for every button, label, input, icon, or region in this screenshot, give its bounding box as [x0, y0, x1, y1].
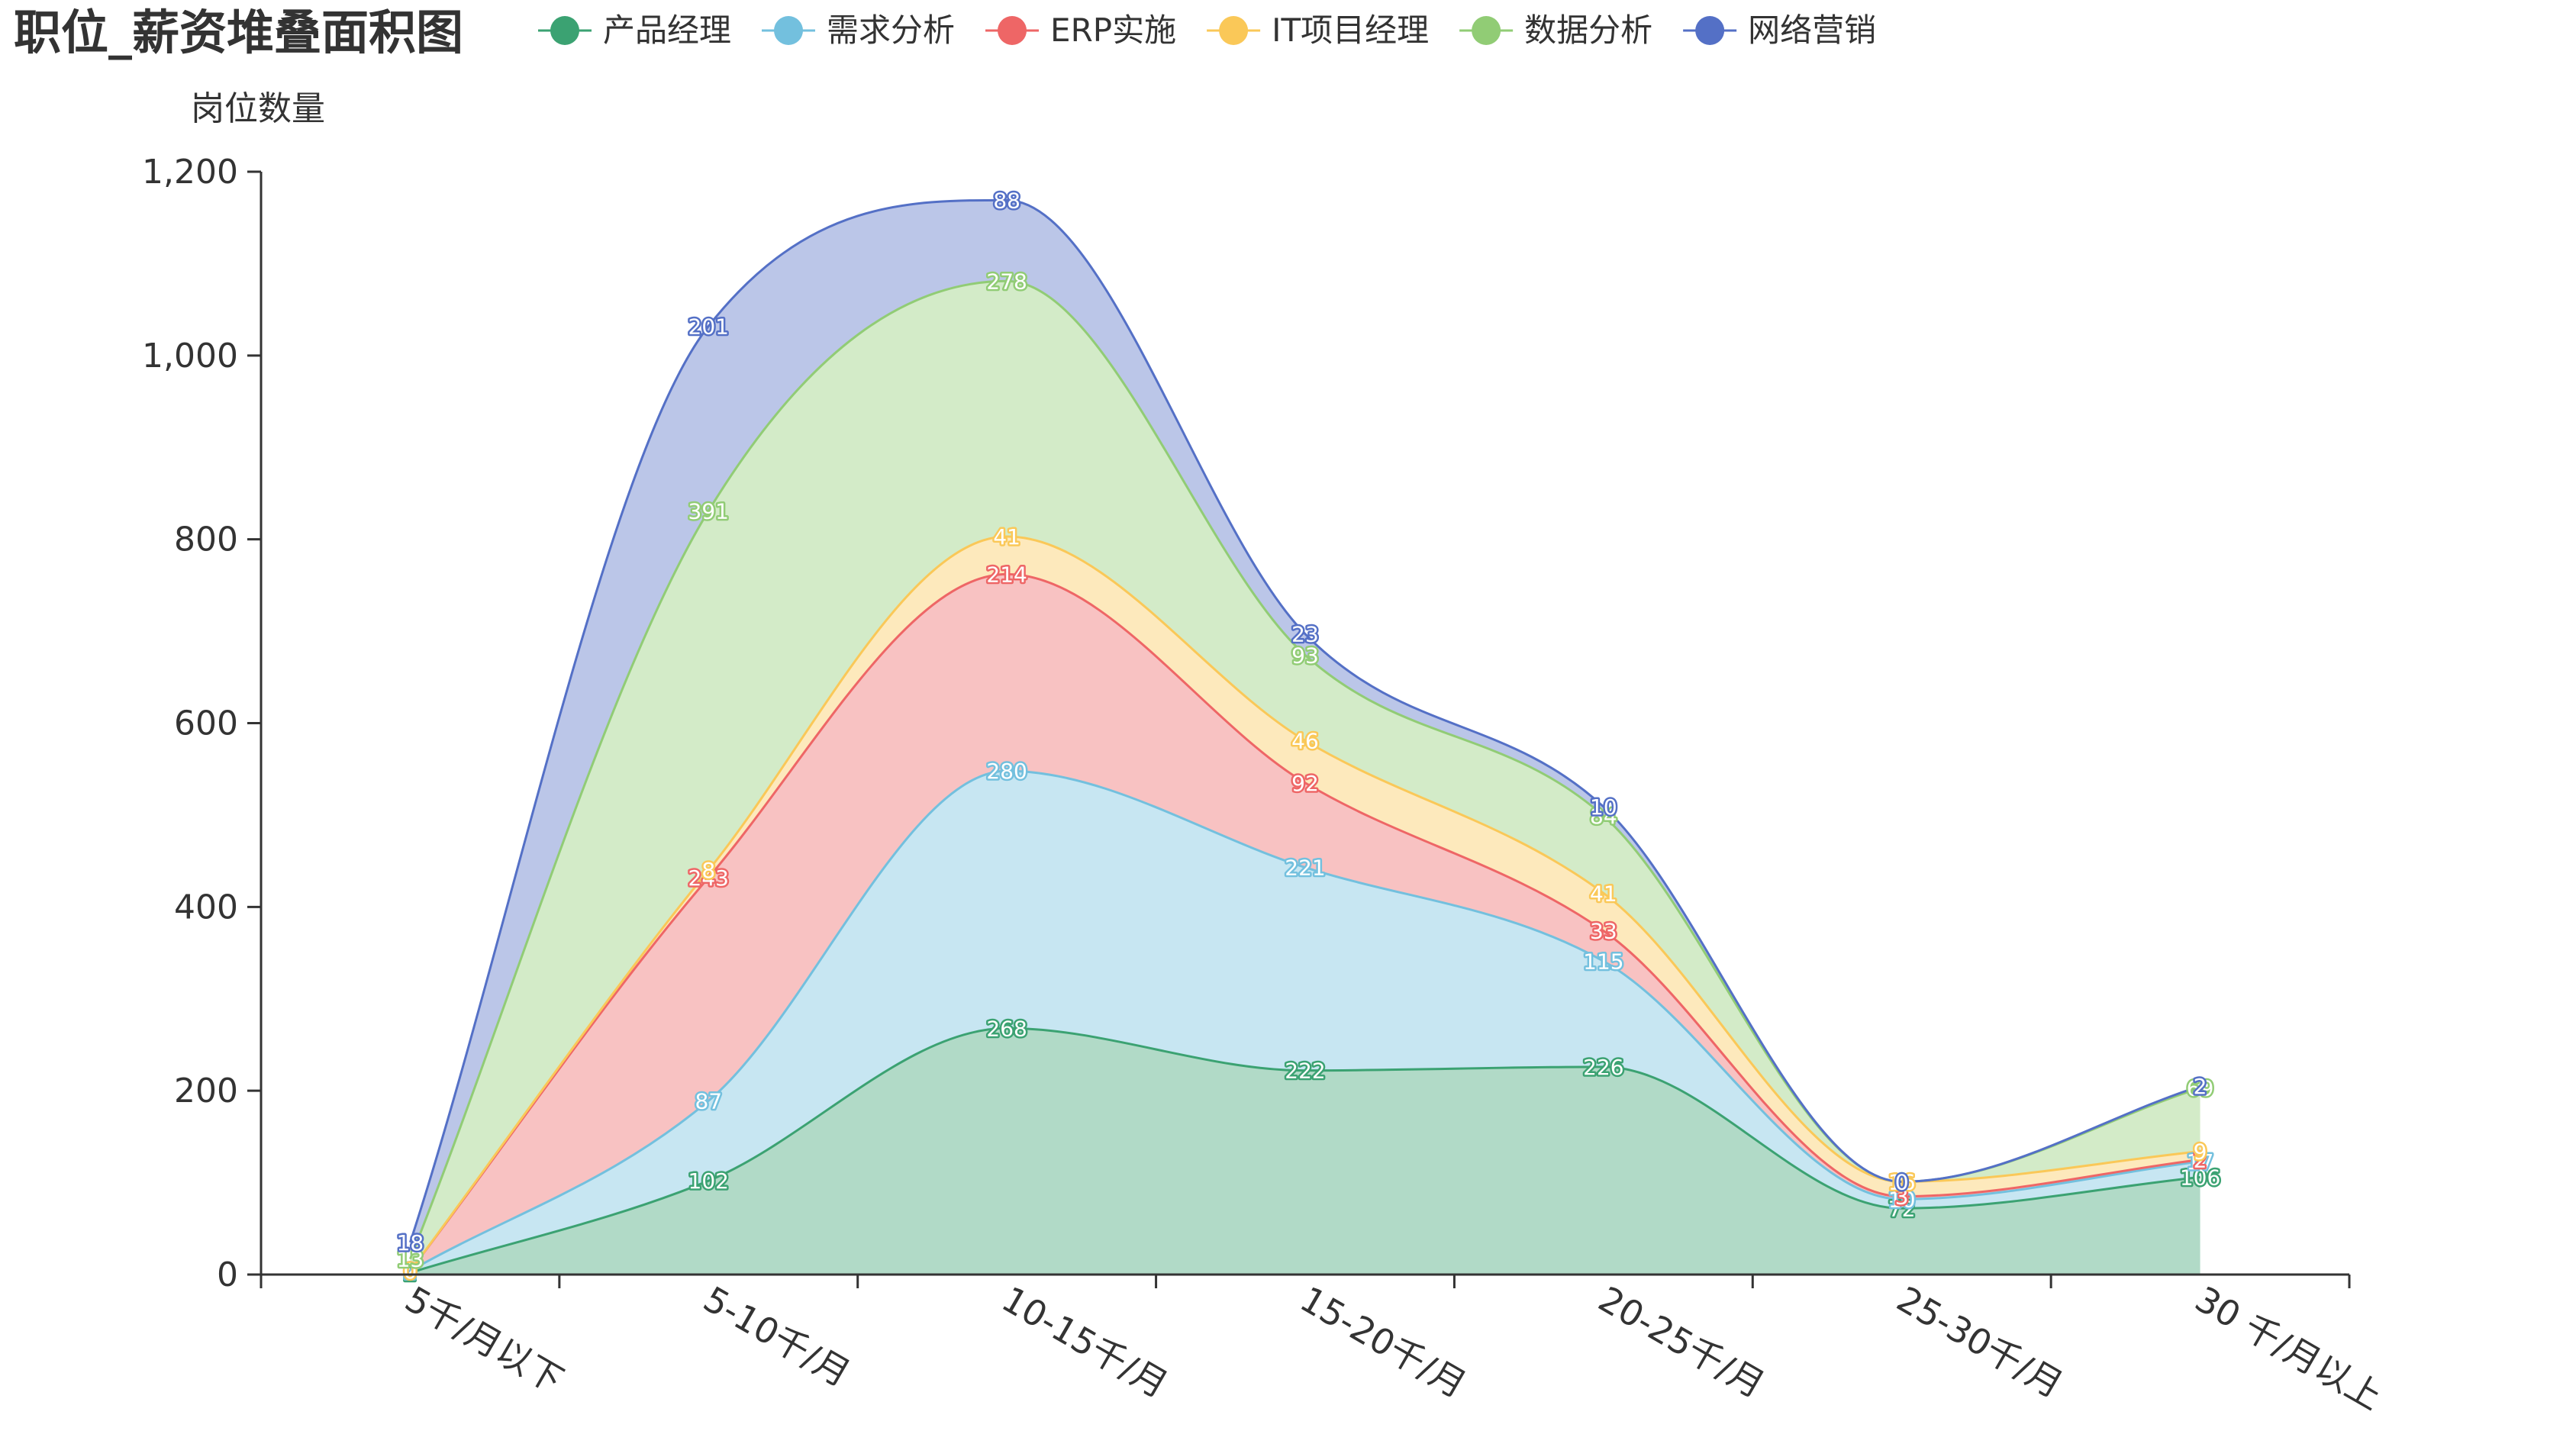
- legend-label: 数据分析: [1524, 11, 1652, 49]
- x-tick-label: 5千/月以下: [398, 1278, 570, 1401]
- x-tick-label: 10-15千/月: [995, 1278, 1175, 1406]
- data-label: 23: [1291, 622, 1319, 647]
- series-lines: [409, 198, 2201, 1275]
- data-label: 72: [1888, 1196, 1916, 1221]
- y-tick-label: 800: [174, 521, 238, 559]
- legend-label: IT项目经理: [1272, 11, 1429, 49]
- legend-marker: [550, 16, 579, 45]
- y-axis: 0 200 400 600 800 1,000 1,200: [142, 153, 263, 1294]
- y-tick-label: 0: [217, 1255, 238, 1294]
- data-label: 18: [397, 1230, 424, 1255]
- data-label: 226: [1583, 1055, 1623, 1080]
- data-label: 88: [993, 188, 1020, 213]
- legend-marker: [998, 16, 1027, 45]
- y-tick-label: 200: [174, 1072, 238, 1110]
- area-series-2: [410, 771, 2200, 1273]
- data-label: 16: [1888, 1169, 1916, 1194]
- data-label: 93: [1291, 643, 1319, 668]
- area-series-5: [410, 281, 2200, 1271]
- legend-item-1: 产品经理: [538, 11, 731, 49]
- y-tick-label: 1,000: [142, 337, 238, 375]
- legend-item-6: 网络营销: [1683, 11, 1876, 49]
- data-label: 87: [695, 1088, 722, 1114]
- data-label: 278: [986, 269, 1027, 294]
- data-label: 69: [2187, 1076, 2214, 1101]
- data-label: 0: [404, 1259, 418, 1284]
- x-tick-label: 30 千/月以上: [2188, 1278, 2389, 1418]
- y-tick-label: 600: [174, 704, 238, 743]
- line-series-1: [409, 1027, 2200, 1275]
- data-label: 41: [993, 524, 1020, 550]
- legend-marker: [1695, 16, 1725, 45]
- data-label: 214: [986, 562, 1027, 587]
- data-label: 8: [701, 858, 715, 883]
- data-label: 0: [1895, 1169, 1909, 1194]
- x-tick-label: 20-25千/月: [1591, 1278, 1772, 1406]
- legend-label: ERP实施: [1050, 11, 1176, 49]
- y-tick-label: 400: [174, 888, 238, 927]
- x-tick-label: 25-30千/月: [1890, 1278, 2070, 1406]
- data-label: 2: [2194, 1074, 2207, 1099]
- data-label: 0: [404, 1259, 418, 1284]
- legend-label: 需求分析: [827, 11, 955, 49]
- data-label: 2: [404, 1261, 418, 1286]
- data-label: 10: [1888, 1187, 1916, 1212]
- area-series-4: [410, 537, 2200, 1271]
- legend-marker: [1472, 16, 1501, 45]
- data-label: 222: [1285, 1059, 1325, 1084]
- data-label: 201: [688, 314, 729, 339]
- data-label: 92: [1291, 771, 1319, 796]
- data-label: 46: [1291, 728, 1319, 753]
- line-series-4: [409, 535, 2200, 1272]
- y-axis-name: 岗位数量: [191, 89, 325, 128]
- x-tick-label: 5-10千/月: [697, 1278, 858, 1395]
- data-label: 13: [397, 1247, 424, 1272]
- x-tick-label: 15-20千/月: [1294, 1278, 1474, 1406]
- data-label: 2: [404, 1259, 418, 1284]
- data-label: 10: [1590, 794, 1617, 820]
- area-series-3: [410, 574, 2200, 1271]
- legend-item-4: IT项目经理: [1207, 11, 1429, 49]
- data-label: 3: [1895, 1184, 1909, 1210]
- data-label: 102: [688, 1168, 729, 1194]
- data-label: 33: [1590, 919, 1617, 944]
- x-axis: 5千/月以下 5-10千/月 10-15千/月 15-20千/月 20-25千/月 25-…: [260, 1273, 2389, 1418]
- data-label: 391: [688, 498, 729, 524]
- legend-marker: [774, 16, 804, 45]
- legend-marker: [1219, 16, 1249, 45]
- data-label: 221: [1285, 856, 1325, 881]
- legend-item-2: 需求分析: [762, 11, 955, 49]
- data-label: 9: [2194, 1139, 2207, 1165]
- line-series-3: [409, 572, 2200, 1272]
- legend-label: 网络营销: [1748, 11, 1876, 49]
- data-label: 41: [1590, 881, 1617, 906]
- legend-label: 产品经理: [603, 11, 731, 49]
- data-label: 17: [2187, 1149, 2214, 1175]
- legend: 产品经理 需求分析 ERP实施 IT项目经理 数据分析 网络营销: [538, 11, 1876, 49]
- legend-item-3: ERP实施: [985, 11, 1176, 49]
- chart-title: 职位_薪资堆叠面积图: [14, 5, 463, 60]
- data-label: 2: [2194, 1147, 2207, 1172]
- data-label: 243: [688, 865, 729, 891]
- data-label: 0: [1895, 1169, 1909, 1194]
- line-series-6: [409, 198, 2201, 1243]
- y-tick-label: 1,200: [142, 153, 238, 192]
- data-label: 106: [2180, 1165, 2220, 1190]
- legend-item-5: 数据分析: [1459, 11, 1652, 49]
- data-label: 84: [1590, 804, 1617, 829]
- data-label: 115: [1583, 949, 1623, 974]
- data-label: 268: [986, 1016, 1027, 1041]
- line-series-2: [409, 769, 2200, 1272]
- data-label: 280: [986, 759, 1027, 784]
